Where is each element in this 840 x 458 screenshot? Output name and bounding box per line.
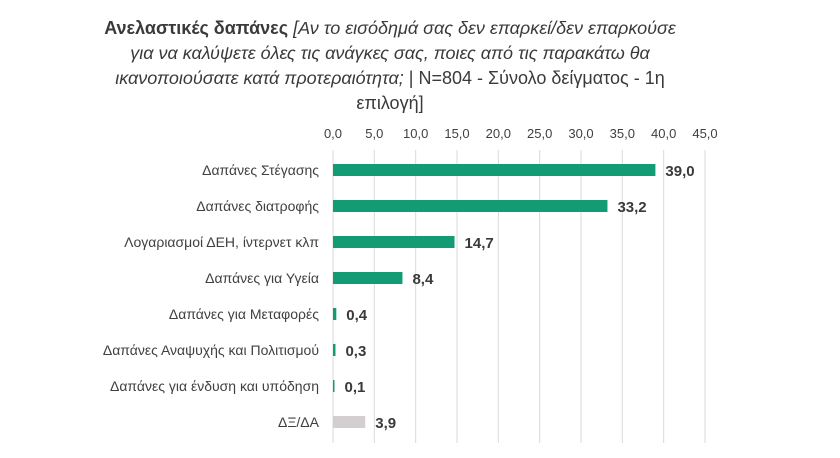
bar: [333, 236, 455, 248]
data-label: 39,0: [665, 163, 694, 180]
x-tick-label: 30,0: [568, 126, 593, 141]
bar: [333, 200, 608, 212]
category-label: Δαπάνες διατροφής: [196, 198, 319, 214]
chart-title-main: Ανελαστικές δαπάνες: [104, 18, 289, 38]
gridlines: [332, 150, 706, 443]
bar: [333, 164, 656, 176]
category-labels: Δαπάνες Στέγασης Δαπάνες διατροφής Λογαρια…: [103, 162, 320, 430]
x-axis-ticks: 0,0 5,0 10,0 15,0 20,0 25,0 30,0 35,0 40,0 45,0: [324, 126, 718, 141]
category-label: ΔΞ/ΔΑ: [278, 414, 320, 430]
data-label: 8,4: [412, 271, 434, 288]
data-label: 0,1: [345, 379, 366, 396]
value-labels: 39,0 33,2 14,7 8,4 0,4 0,3 0,1 3,9: [345, 163, 695, 432]
category-label: Δαπάνες Στέγασης: [202, 162, 319, 178]
x-tick-label: 35,0: [610, 126, 635, 141]
x-tick-label: 45,0: [692, 126, 717, 141]
x-tick-label: 0,0: [324, 126, 342, 141]
x-tick-label: 5,0: [365, 126, 383, 141]
data-label: 14,7: [465, 235, 494, 252]
bar: [333, 416, 366, 428]
x-tick-label: 25,0: [527, 126, 552, 141]
data-label: 0,3: [345, 343, 366, 360]
chart-title: Ανελαστικές δαπάνες [Αν το εισόδημά σας …: [95, 16, 685, 116]
x-tick-label: 15,0: [444, 126, 469, 141]
x-tick-label: 20,0: [486, 126, 511, 141]
data-label: 33,2: [617, 199, 646, 216]
category-label: Λογαριασμοί ΔΕΗ, ίντερνετ κλπ: [124, 234, 319, 250]
bar: [333, 308, 337, 320]
category-label: Δαπάνες για Υγεία: [205, 270, 319, 286]
bar: [333, 272, 403, 284]
bar: [333, 344, 336, 356]
x-tick-label: 10,0: [403, 126, 428, 141]
bar: [333, 380, 335, 392]
chart-title-sample: | N=804 - Σύνολο δείγματος - 1η επιλογή]: [356, 68, 665, 113]
data-label: 0,4: [346, 307, 368, 324]
data-label: 3,9: [375, 415, 396, 432]
category-label: Δαπάνες για ένδυση και υπόδηση: [110, 378, 319, 394]
category-label: Δαπάνες για Μεταφορές: [169, 306, 319, 322]
x-tick-label: 40,0: [651, 126, 676, 141]
chart-title-question: [Αν το εισόδημά σας δεν επαρκεί/δεν επαρ…: [115, 18, 676, 88]
bars: [333, 164, 656, 428]
category-label: Δαπάνες Αναψυχής και Πολιτισμού: [103, 342, 319, 358]
